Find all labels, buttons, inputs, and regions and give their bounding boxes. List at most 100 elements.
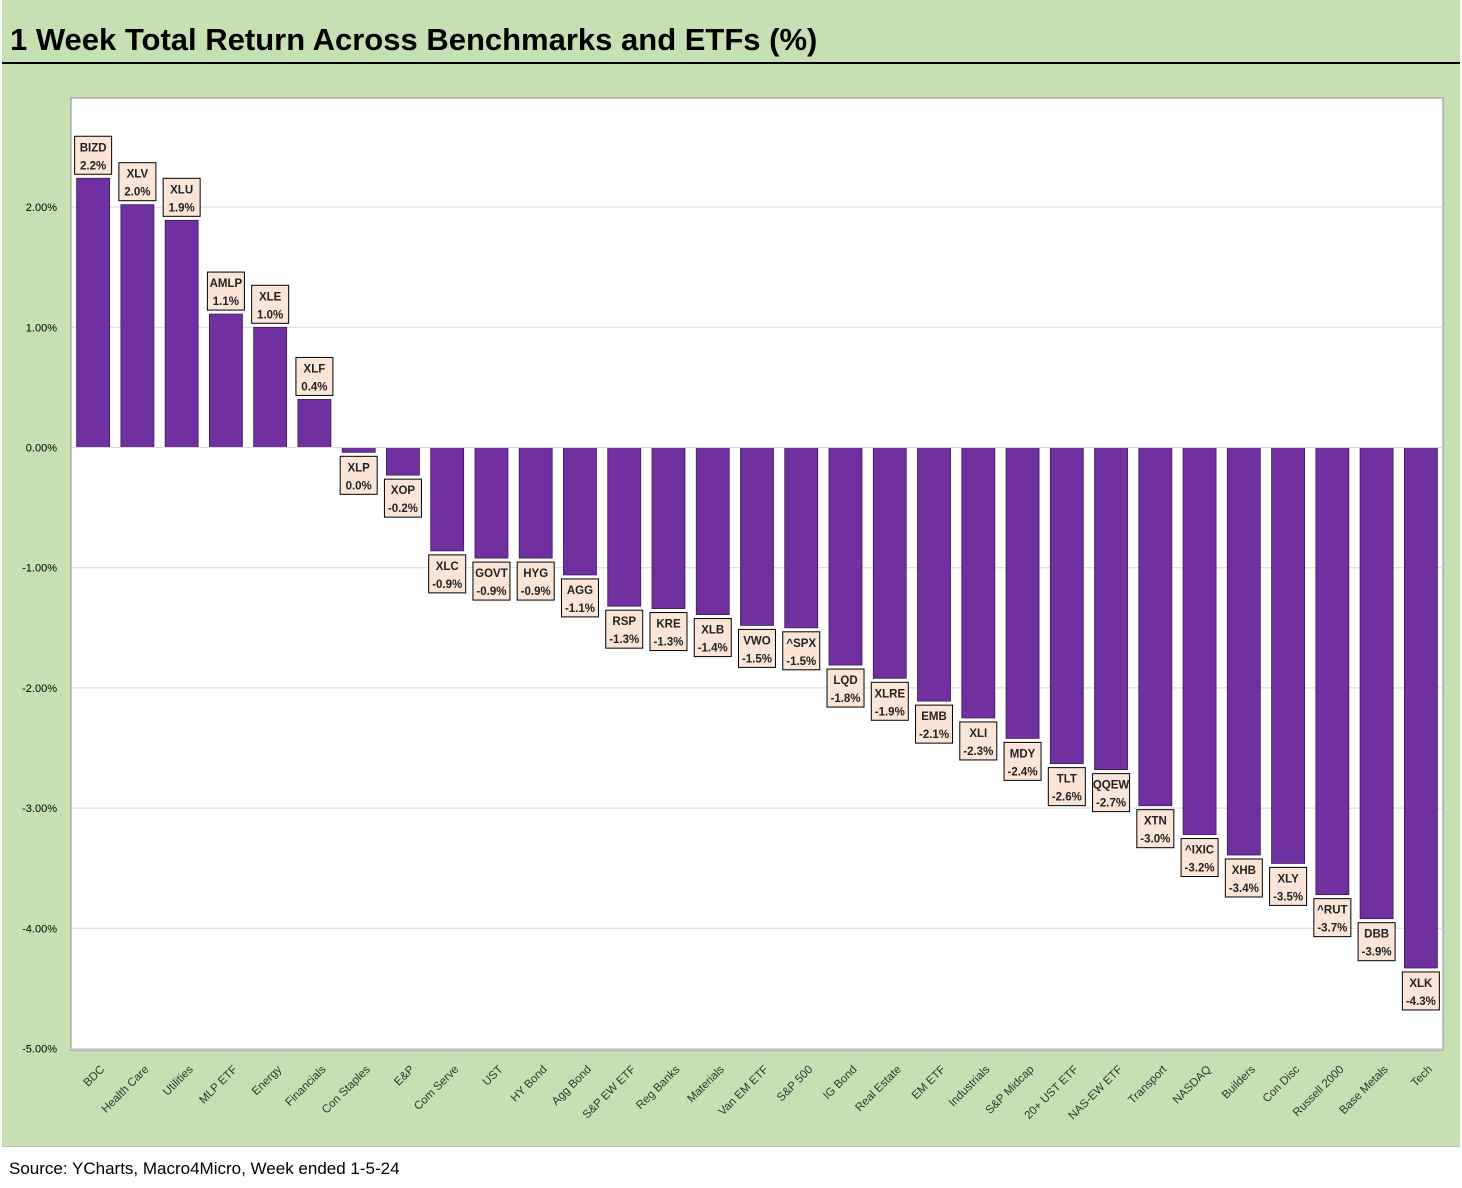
bar [961,447,996,719]
data-label-ticker: XLU [170,184,193,196]
data-label-ticker: ^RUT [1317,905,1347,917]
data-label-ticker: DBB [1364,929,1389,941]
bar [474,447,509,559]
data-label-ticker: RSP [612,616,636,628]
data-label-value: -1.4% [698,643,728,655]
data-label-box [251,284,290,324]
data-label-box [1180,838,1219,878]
data-label-value: -3.9% [1362,947,1392,959]
data-label-value: -4.3% [1406,996,1436,1008]
data-label-ticker: XLP [347,462,370,474]
data-label-value: -1.5% [742,653,772,665]
data-label-ticker: KRE [656,619,681,631]
data-label-ticker: BIZD [80,142,107,154]
data-label-value: -3.2% [1185,863,1215,875]
bar [828,447,863,666]
data-label-box [1224,858,1263,898]
bar [1049,447,1084,765]
data-label-value: -0.9% [476,586,506,598]
data-label-value: -3.4% [1229,883,1259,895]
bar [164,219,199,448]
bar [563,447,597,576]
data-label-value: -1.3% [653,637,683,649]
data-label-box [1269,866,1308,906]
data-label-ticker: VWO [743,635,771,647]
data-label-ticker: AMLP [210,278,243,290]
x-category-label: NASDAQ [1171,1064,1214,1107]
x-category-label: Reg Banks [634,1063,682,1111]
x-category-label: HY Bond [509,1064,550,1105]
bar [740,447,774,626]
y-tick-label: 2.00% [26,202,57,214]
data-label-value: -1.8% [830,693,860,705]
x-category-label: IG Bond [821,1064,859,1102]
data-label-box [1136,809,1175,849]
x-category-label: Industrials [947,1063,993,1109]
data-label-ticker: HYG [523,568,548,580]
data-label-box [1003,741,1042,781]
data-label-value: -0.9% [521,586,551,598]
x-category-label: Materials [685,1063,727,1105]
x-category-label: EM ETF [910,1064,948,1102]
x-category-label: Transport [1126,1063,1170,1107]
bar [872,447,907,679]
x-category-label: S&P 500 [775,1064,815,1104]
data-label-value: -3.7% [1317,923,1347,935]
data-label-ticker: MDY [1010,748,1036,760]
bar [341,447,376,453]
data-label-value: -0.2% [388,503,418,515]
y-tick-label: -1.00% [22,563,57,575]
bar [784,447,819,629]
data-label-box [1092,773,1131,813]
data-label-ticker: XLI [969,728,987,740]
data-label-ticker: XOP [391,485,416,497]
x-category-label: Energy [250,1063,284,1097]
data-label-ticker: GOVT [475,568,508,580]
data-label-ticker: XLF [304,363,326,375]
data-label-value: -1.1% [565,603,595,615]
title-bar: 1 Week Total Return Across Benchmarks an… [2,0,1460,64]
data-label-box [516,561,555,601]
data-label-value: -1.5% [786,656,816,668]
data-label-box [649,612,688,652]
data-label-box [118,162,157,202]
data-label-ticker: AGG [567,585,593,597]
data-label-box [1313,898,1352,938]
x-category-label: Tech [1409,1064,1435,1090]
bar [917,447,951,702]
chart-title: 1 Week Total Return Across Benchmarks an… [10,22,818,57]
data-label-ticker: TLT [1057,774,1077,786]
bar [253,326,288,448]
bar [1182,447,1217,835]
bar [297,399,332,448]
x-category-label: Builders [1220,1063,1258,1101]
bar [1403,447,1438,969]
bar [695,447,730,615]
y-tick-label: 1.00% [26,322,57,334]
bar [76,177,111,448]
data-label-box [1357,922,1396,962]
data-label-ticker: EMB [921,711,947,723]
x-category-label: Health Care [100,1064,152,1116]
x-category-label: Com Serve [412,1064,461,1113]
data-label-box [295,356,334,396]
data-label-box [339,455,378,495]
data-label-box [738,628,776,668]
bar [1138,447,1173,807]
data-label-box [1047,767,1086,807]
data-label-value: -2.4% [1008,766,1038,778]
data-label-value: -2.3% [963,746,993,758]
data-label-value: -1.9% [875,706,905,718]
data-label-box [74,135,113,175]
data-label-ticker: XLV [127,169,149,181]
data-label-ticker: ^SPX [786,638,816,650]
x-category-label: E&P [392,1063,417,1088]
data-label-ticker: LQD [833,675,857,687]
data-label-box [560,578,599,618]
data-label-value: -3.0% [1140,834,1170,846]
x-category-label: MLP ETF [197,1064,240,1107]
data-label-value: -2.7% [1096,798,1126,810]
bar [1005,447,1040,739]
data-label-value: -2.6% [1052,792,1082,804]
